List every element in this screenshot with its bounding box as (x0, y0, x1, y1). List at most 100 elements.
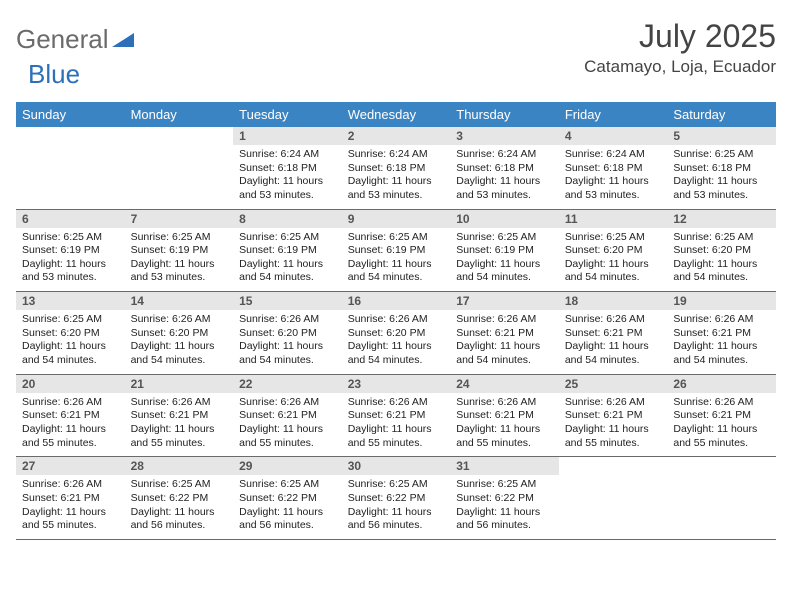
day-details: Sunrise: 6:26 AMSunset: 6:21 PMDaylight:… (667, 310, 776, 374)
day-details: Sunrise: 6:24 AMSunset: 6:18 PMDaylight:… (559, 145, 668, 209)
calendar-cell: 14Sunrise: 6:26 AMSunset: 6:20 PMDayligh… (125, 292, 234, 375)
calendar-cell: 10Sunrise: 6:25 AMSunset: 6:19 PMDayligh… (450, 209, 559, 292)
day-number: 30 (342, 457, 451, 475)
day-details: Sunrise: 6:25 AMSunset: 6:19 PMDaylight:… (450, 228, 559, 292)
calendar-cell: 29Sunrise: 6:25 AMSunset: 6:22 PMDayligh… (233, 457, 342, 540)
day-number: 17 (450, 292, 559, 310)
calendar-cell: 8Sunrise: 6:25 AMSunset: 6:19 PMDaylight… (233, 209, 342, 292)
calendar-cell: 5Sunrise: 6:25 AMSunset: 6:18 PMDaylight… (667, 127, 776, 209)
day-daylight1: Daylight: 11 hours (673, 175, 770, 189)
day-details: Sunrise: 6:26 AMSunset: 6:21 PMDaylight:… (16, 393, 125, 457)
day-sunset: Sunset: 6:20 PM (348, 327, 445, 341)
day-details: Sunrise: 6:26 AMSunset: 6:21 PMDaylight:… (559, 310, 668, 374)
day-daylight1: Daylight: 11 hours (239, 258, 336, 272)
calendar-cell: 7Sunrise: 6:25 AMSunset: 6:19 PMDaylight… (125, 209, 234, 292)
calendar-cell: 24Sunrise: 6:26 AMSunset: 6:21 PMDayligh… (450, 374, 559, 457)
day-sunrise: Sunrise: 6:24 AM (565, 148, 662, 162)
calendar-cell: . (559, 457, 668, 540)
day-sunset: Sunset: 6:20 PM (131, 327, 228, 341)
day-sunrise: Sunrise: 6:26 AM (565, 313, 662, 327)
day-header-fri: Friday (559, 102, 668, 127)
day-daylight1: Daylight: 11 hours (22, 506, 119, 520)
day-details: Sunrise: 6:26 AMSunset: 6:21 PMDaylight:… (342, 393, 451, 457)
day-daylight2: and 55 minutes. (456, 437, 553, 451)
day-daylight1: Daylight: 11 hours (565, 340, 662, 354)
calendar-cell: 21Sunrise: 6:26 AMSunset: 6:21 PMDayligh… (125, 374, 234, 457)
day-daylight2: and 53 minutes. (348, 189, 445, 203)
day-daylight2: and 53 minutes. (131, 271, 228, 285)
day-details: Sunrise: 6:25 AMSunset: 6:19 PMDaylight:… (125, 228, 234, 292)
day-details: Sunrise: 6:25 AMSunset: 6:19 PMDaylight:… (233, 228, 342, 292)
calendar-cell: 17Sunrise: 6:26 AMSunset: 6:21 PMDayligh… (450, 292, 559, 375)
day-daylight2: and 55 minutes. (22, 437, 119, 451)
day-sunrise: Sunrise: 6:25 AM (348, 478, 445, 492)
calendar-cell: 19Sunrise: 6:26 AMSunset: 6:21 PMDayligh… (667, 292, 776, 375)
day-sunrise: Sunrise: 6:26 AM (673, 313, 770, 327)
day-daylight1: Daylight: 11 hours (673, 258, 770, 272)
day-daylight1: Daylight: 11 hours (131, 258, 228, 272)
day-daylight2: and 55 minutes. (239, 437, 336, 451)
day-daylight2: and 54 minutes. (673, 271, 770, 285)
day-daylight1: Daylight: 11 hours (348, 423, 445, 437)
calendar-cell: 22Sunrise: 6:26 AMSunset: 6:21 PMDayligh… (233, 374, 342, 457)
calendar-cell: 18Sunrise: 6:26 AMSunset: 6:21 PMDayligh… (559, 292, 668, 375)
day-number: 16 (342, 292, 451, 310)
day-sunrise: Sunrise: 6:25 AM (565, 231, 662, 245)
day-details: Sunrise: 6:25 AMSunset: 6:22 PMDaylight:… (450, 475, 559, 539)
day-sunrise: Sunrise: 6:26 AM (22, 396, 119, 410)
day-daylight2: and 54 minutes. (456, 354, 553, 368)
day-sunset: Sunset: 6:21 PM (673, 409, 770, 423)
day-daylight2: and 54 minutes. (22, 354, 119, 368)
day-number: 26 (667, 375, 776, 393)
day-daylight1: Daylight: 11 hours (348, 340, 445, 354)
day-sunrise: Sunrise: 6:26 AM (348, 313, 445, 327)
day-daylight1: Daylight: 11 hours (456, 506, 553, 520)
day-daylight1: Daylight: 11 hours (348, 506, 445, 520)
day-daylight2: and 54 minutes. (565, 271, 662, 285)
day-daylight2: and 55 minutes. (673, 437, 770, 451)
calendar-cell: 11Sunrise: 6:25 AMSunset: 6:20 PMDayligh… (559, 209, 668, 292)
day-details: Sunrise: 6:26 AMSunset: 6:21 PMDaylight:… (125, 393, 234, 457)
day-sunrise: Sunrise: 6:26 AM (456, 396, 553, 410)
day-daylight2: and 56 minutes. (131, 519, 228, 533)
day-daylight1: Daylight: 11 hours (673, 340, 770, 354)
day-number: 3 (450, 127, 559, 145)
day-number: 8 (233, 210, 342, 228)
day-sunrise: Sunrise: 6:25 AM (456, 478, 553, 492)
day-daylight1: Daylight: 11 hours (456, 175, 553, 189)
day-sunset: Sunset: 6:19 PM (456, 244, 553, 258)
day-daylight2: and 54 minutes. (131, 354, 228, 368)
day-daylight1: Daylight: 11 hours (239, 340, 336, 354)
calendar-cell: 4Sunrise: 6:24 AMSunset: 6:18 PMDaylight… (559, 127, 668, 209)
day-details: Sunrise: 6:26 AMSunset: 6:21 PMDaylight:… (450, 310, 559, 374)
day-number: 9 (342, 210, 451, 228)
day-sunset: Sunset: 6:18 PM (565, 162, 662, 176)
day-number: 15 (233, 292, 342, 310)
day-daylight2: and 53 minutes. (456, 189, 553, 203)
day-sunset: Sunset: 6:21 PM (22, 409, 119, 423)
day-sunset: Sunset: 6:18 PM (239, 162, 336, 176)
day-daylight1: Daylight: 11 hours (456, 340, 553, 354)
day-sunset: Sunset: 6:18 PM (673, 162, 770, 176)
day-sunset: Sunset: 6:20 PM (239, 327, 336, 341)
day-number: 21 (125, 375, 234, 393)
calendar-cell: . (667, 457, 776, 540)
day-sunrise: Sunrise: 6:26 AM (673, 396, 770, 410)
day-sunset: Sunset: 6:21 PM (131, 409, 228, 423)
day-sunrise: Sunrise: 6:24 AM (456, 148, 553, 162)
calendar-cell: 3Sunrise: 6:24 AMSunset: 6:18 PMDaylight… (450, 127, 559, 209)
day-sunset: Sunset: 6:21 PM (22, 492, 119, 506)
calendar-row: 27Sunrise: 6:26 AMSunset: 6:21 PMDayligh… (16, 457, 776, 540)
calendar-body: ..1Sunrise: 6:24 AMSunset: 6:18 PMDaylig… (16, 127, 776, 539)
calendar-cell: 2Sunrise: 6:24 AMSunset: 6:18 PMDaylight… (342, 127, 451, 209)
calendar-cell: 30Sunrise: 6:25 AMSunset: 6:22 PMDayligh… (342, 457, 451, 540)
day-number: 20 (16, 375, 125, 393)
calendar-cell: . (125, 127, 234, 209)
day-daylight2: and 53 minutes. (22, 271, 119, 285)
day-sunset: Sunset: 6:19 PM (22, 244, 119, 258)
day-details: Sunrise: 6:24 AMSunset: 6:18 PMDaylight:… (342, 145, 451, 209)
day-daylight2: and 54 minutes. (348, 354, 445, 368)
day-sunrise: Sunrise: 6:26 AM (239, 396, 336, 410)
day-sunset: Sunset: 6:19 PM (239, 244, 336, 258)
day-number: 22 (233, 375, 342, 393)
